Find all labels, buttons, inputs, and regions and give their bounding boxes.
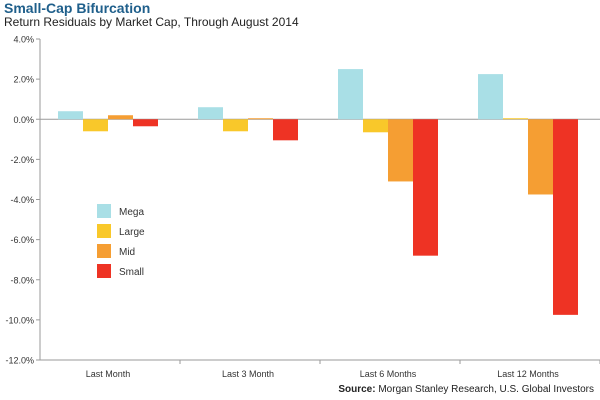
y-tick-label: 0.0% <box>13 115 34 125</box>
chart-title: Small-Cap Bifurcation <box>4 0 151 16</box>
legend-label: Mega <box>119 207 144 218</box>
bar-large <box>83 119 108 132</box>
x-tick-label: Last 6 Months <box>360 369 417 379</box>
source-text: Morgan Stanley Research, U.S. Global Inv… <box>378 384 594 395</box>
bar-small <box>133 119 158 127</box>
x-tick-label: Last 3 Month <box>222 369 274 379</box>
chart-legend: Mega Large Mid Small <box>97 204 145 278</box>
y-tick-label: -6.0% <box>10 235 34 245</box>
chart-axes: 4.0% 2.0% 0.0% -2.0% -4.0% -6.0% -8.0% -10.0% -1… <box>5 35 600 379</box>
bar-mid <box>528 119 553 195</box>
legend-label: Small <box>119 267 144 278</box>
y-tick-label: -12.0% <box>5 356 34 366</box>
x-tick-label: Last Month <box>86 369 131 379</box>
bar-mid <box>108 115 133 120</box>
y-tick-label: -8.0% <box>10 275 34 285</box>
bar-mid <box>388 119 413 182</box>
bar-mega <box>338 69 363 120</box>
bar-small <box>273 119 298 141</box>
bar-mega <box>478 74 503 120</box>
legend-swatch-mega <box>97 204 111 218</box>
bar-small <box>413 119 438 256</box>
bar-mega <box>58 111 83 120</box>
y-tick-label: 4.0% <box>13 35 34 45</box>
bar-mid <box>248 118 273 120</box>
y-tick-label: -2.0% <box>10 155 34 165</box>
bar-mega <box>198 107 223 120</box>
legend-swatch-small <box>97 264 111 278</box>
y-tick-label: -4.0% <box>10 195 34 205</box>
bar-large <box>503 118 528 120</box>
bar-large <box>363 119 388 133</box>
chart-subtitle: Return Residuals by Market Cap, Through … <box>4 15 299 29</box>
x-tick-label: Last 12 Months <box>497 369 559 379</box>
y-tick-label: -10.0% <box>5 315 34 325</box>
bar-small <box>553 119 578 315</box>
legend-swatch-mid <box>97 244 111 258</box>
source-label: Source: <box>338 384 376 395</box>
source-note: Source: Morgan Stanley Research, U.S. Gl… <box>338 384 594 395</box>
legend-label: Mid <box>119 247 135 258</box>
chart-bars <box>58 69 578 315</box>
bar-large <box>223 119 248 132</box>
legend-label: Large <box>119 227 145 238</box>
legend-swatch-large <box>97 224 111 238</box>
y-tick-label: 2.0% <box>13 75 34 85</box>
